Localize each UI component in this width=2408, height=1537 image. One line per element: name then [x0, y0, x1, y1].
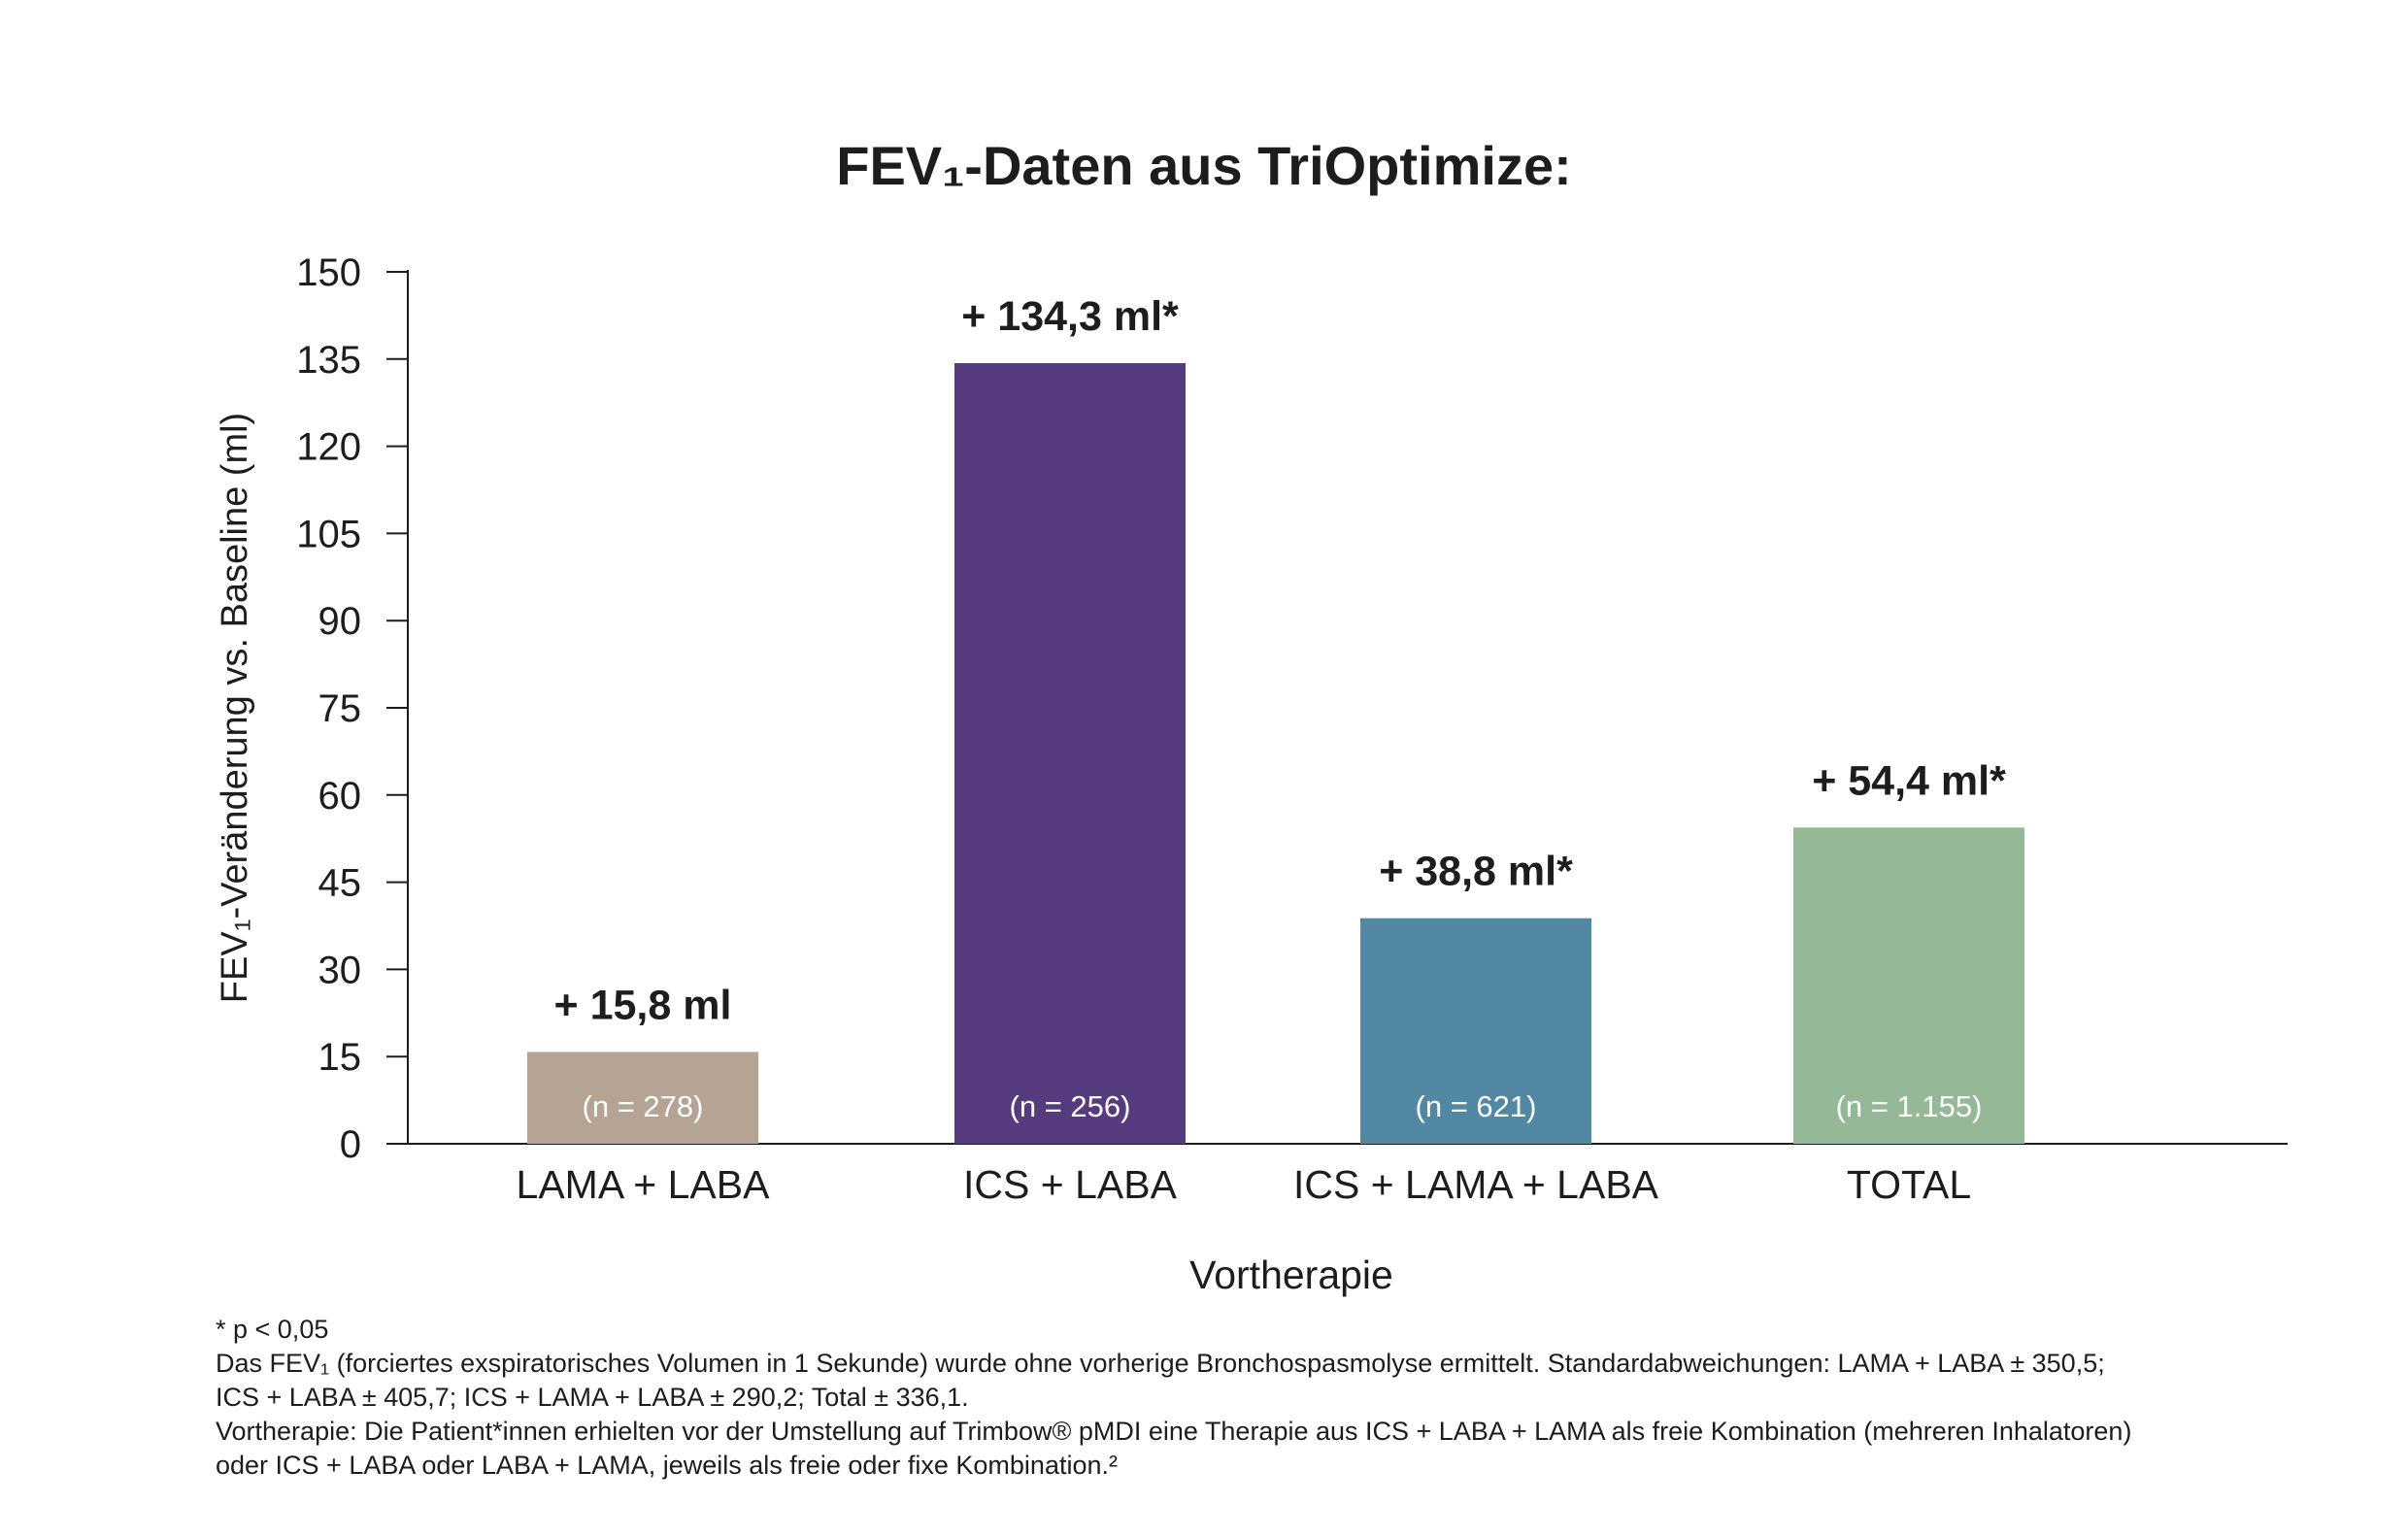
footnote-fev1-definition: Das FEV₁ (forciertes exspiratorisches Vo…: [216, 1349, 2105, 1378]
chart-title: FEV₁-Daten aus TriOptimize:: [836, 135, 1572, 196]
bar-value-label: + 54,4 ml*: [1812, 757, 2006, 804]
bar-n-label: (n = 256): [1010, 1089, 1131, 1123]
bar: [527, 1052, 758, 1144]
footnote-prior-therapy: Vortherapie: Die Patient*innen erhielten…: [216, 1417, 2132, 1446]
x-category-label: TOTAL: [1847, 1162, 1971, 1207]
footnote-prior-therapy-cont: oder ICS + LABA oder LABA + LAMA, jeweil…: [216, 1451, 1118, 1480]
y-tick-label: 60: [318, 775, 362, 818]
bar-n-label: (n = 278): [583, 1089, 704, 1123]
x-axis-title: Vortherapie: [1189, 1253, 1393, 1297]
bar-value-label: + 15,8 ml: [554, 982, 732, 1028]
y-tick-label: 105: [296, 513, 361, 555]
y-tick-label: 120: [296, 426, 361, 469]
bar: [1360, 918, 1591, 1144]
footnote-significance: * p < 0,05: [216, 1315, 329, 1344]
y-tick-label: 90: [318, 600, 362, 643]
y-axis-title: FEV₁-Veränderung vs. Baseline (ml): [215, 413, 255, 1003]
y-tick-label: 75: [318, 687, 362, 730]
footnotes: * p < 0,05 Das FEV₁ (forciertes exspirat…: [216, 1313, 2303, 1483]
bar-n-label: (n = 1.155): [1836, 1089, 1983, 1123]
bar: [1793, 827, 2024, 1144]
x-category-label: ICS + LAMA + LABA: [1293, 1162, 1659, 1207]
y-tick-label: 150: [296, 251, 361, 294]
x-category-label: LAMA + LABA: [517, 1162, 771, 1207]
y-tick-label: 0: [340, 1123, 361, 1166]
bar-value-label: + 38,8 ml*: [1379, 849, 1573, 895]
y-tick-label: 15: [318, 1036, 362, 1079]
y-tick-label: 45: [318, 862, 362, 905]
bar-n-label: (n = 621): [1416, 1089, 1537, 1123]
x-category-label: ICS + LABA: [963, 1162, 1178, 1207]
bar-value-label: + 134,3 ml*: [961, 293, 1179, 340]
y-tick-label: 135: [296, 339, 361, 382]
bar: [954, 362, 1186, 1144]
y-tick-label: 30: [318, 949, 362, 991]
footnote-standard-deviations: ICS + LABA ± 405,7; ICS + LAMA + LABA ± …: [216, 1383, 969, 1412]
